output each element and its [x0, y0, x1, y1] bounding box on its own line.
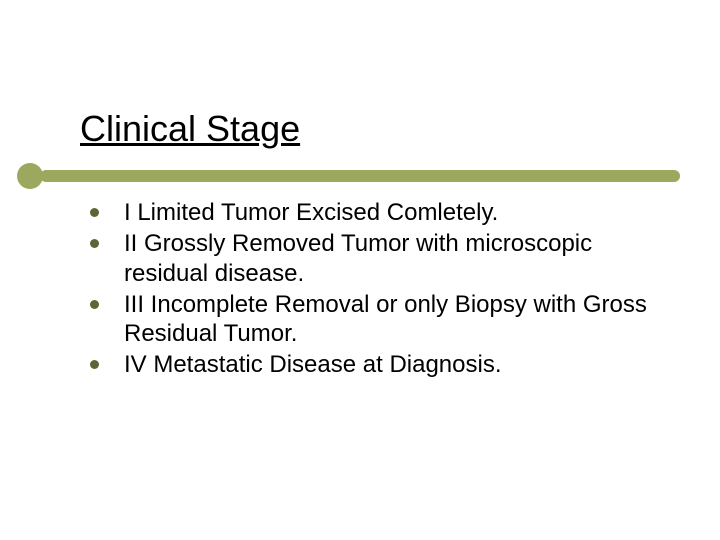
bullet-text: II Grossly Removed Tumor with microscopi…	[124, 230, 592, 286]
list-item: II Grossly Removed Tumor with microscopi…	[90, 229, 650, 288]
bullet-text: III Incomplete Removal or only Biopsy wi…	[124, 291, 647, 347]
slide-body: I Limited Tumor Excised Comletely. II Gr…	[90, 198, 650, 382]
list-item: IV Metastatic Disease at Diagnosis.	[90, 350, 650, 379]
accent-rule	[40, 170, 680, 182]
bullet-icon	[90, 360, 99, 369]
slide-title: Clinical Stage	[80, 108, 300, 150]
list-item: I Limited Tumor Excised Comletely.	[90, 198, 650, 227]
bullet-text: IV Metastatic Disease at Diagnosis.	[124, 351, 502, 378]
slide: Clinical Stage I Limited Tumor Excised C…	[0, 0, 720, 540]
bullet-icon	[90, 239, 99, 248]
bullet-icon	[90, 300, 99, 309]
bullet-list: I Limited Tumor Excised Comletely. II Gr…	[90, 198, 650, 380]
bullet-text: I Limited Tumor Excised Comletely.	[124, 199, 498, 226]
list-item: III Incomplete Removal or only Biopsy wi…	[90, 290, 650, 349]
bullet-icon	[90, 208, 99, 217]
